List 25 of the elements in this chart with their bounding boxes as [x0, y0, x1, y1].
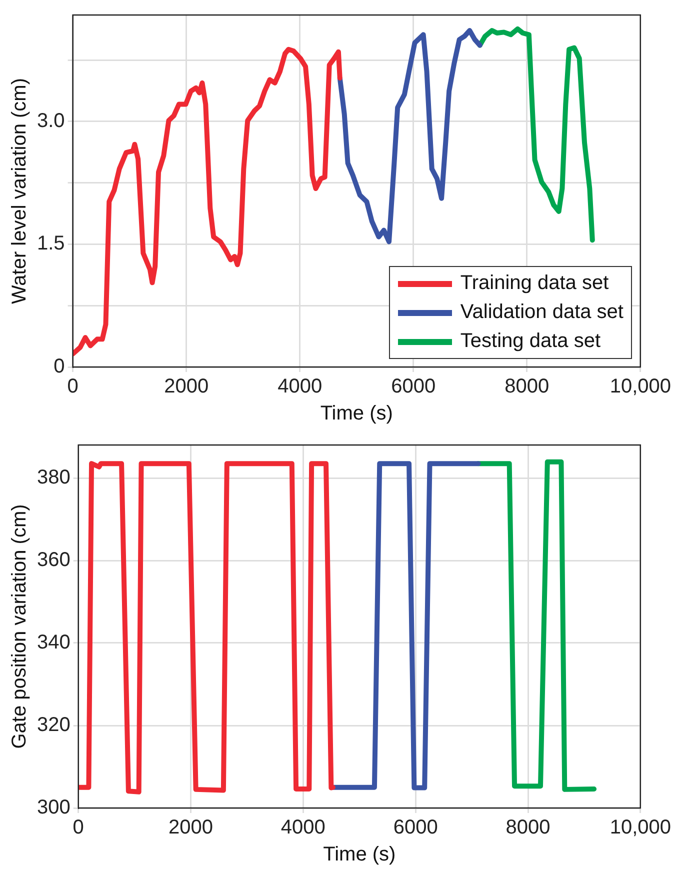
y-axis-title: Gate position variation (cm) — [8, 504, 31, 749]
legend-label: Testing data set — [460, 330, 600, 353]
y-tick-label: 340 — [36, 632, 70, 654]
y-tick-label: 320 — [36, 714, 70, 736]
x-tick-label: 8000 — [506, 816, 550, 839]
x-tick-label: 10,000 — [610, 376, 671, 398]
y-tick-label: 380 — [36, 466, 70, 489]
x-tick-label: 10,000 — [610, 816, 671, 839]
x-tick-label: 6000 — [391, 376, 436, 398]
legend-label: Validation data set — [460, 301, 624, 324]
x-tick-label: 6000 — [393, 816, 438, 839]
x-tick-label: 4000 — [280, 816, 326, 839]
y-tick-label: 360 — [36, 549, 70, 572]
x-tick-label: 2000 — [168, 816, 214, 839]
y-tick-label: 1.5 — [36, 232, 65, 255]
y-tick-label: 0 — [54, 356, 65, 378]
y-tick-label: 3.0 — [36, 110, 65, 132]
x-axis-title: Time (s) — [320, 402, 393, 425]
y-axis-title: Water level variation (cm) — [8, 78, 31, 304]
y-tick-label: 300 — [36, 796, 70, 819]
x-tick-label: 8000 — [504, 376, 550, 398]
x-axis-title: Time (s) — [323, 844, 396, 866]
x-tick-label: 2000 — [164, 376, 209, 398]
x-tick-label: 4000 — [278, 376, 322, 398]
legend-label: Training data set — [460, 272, 609, 295]
